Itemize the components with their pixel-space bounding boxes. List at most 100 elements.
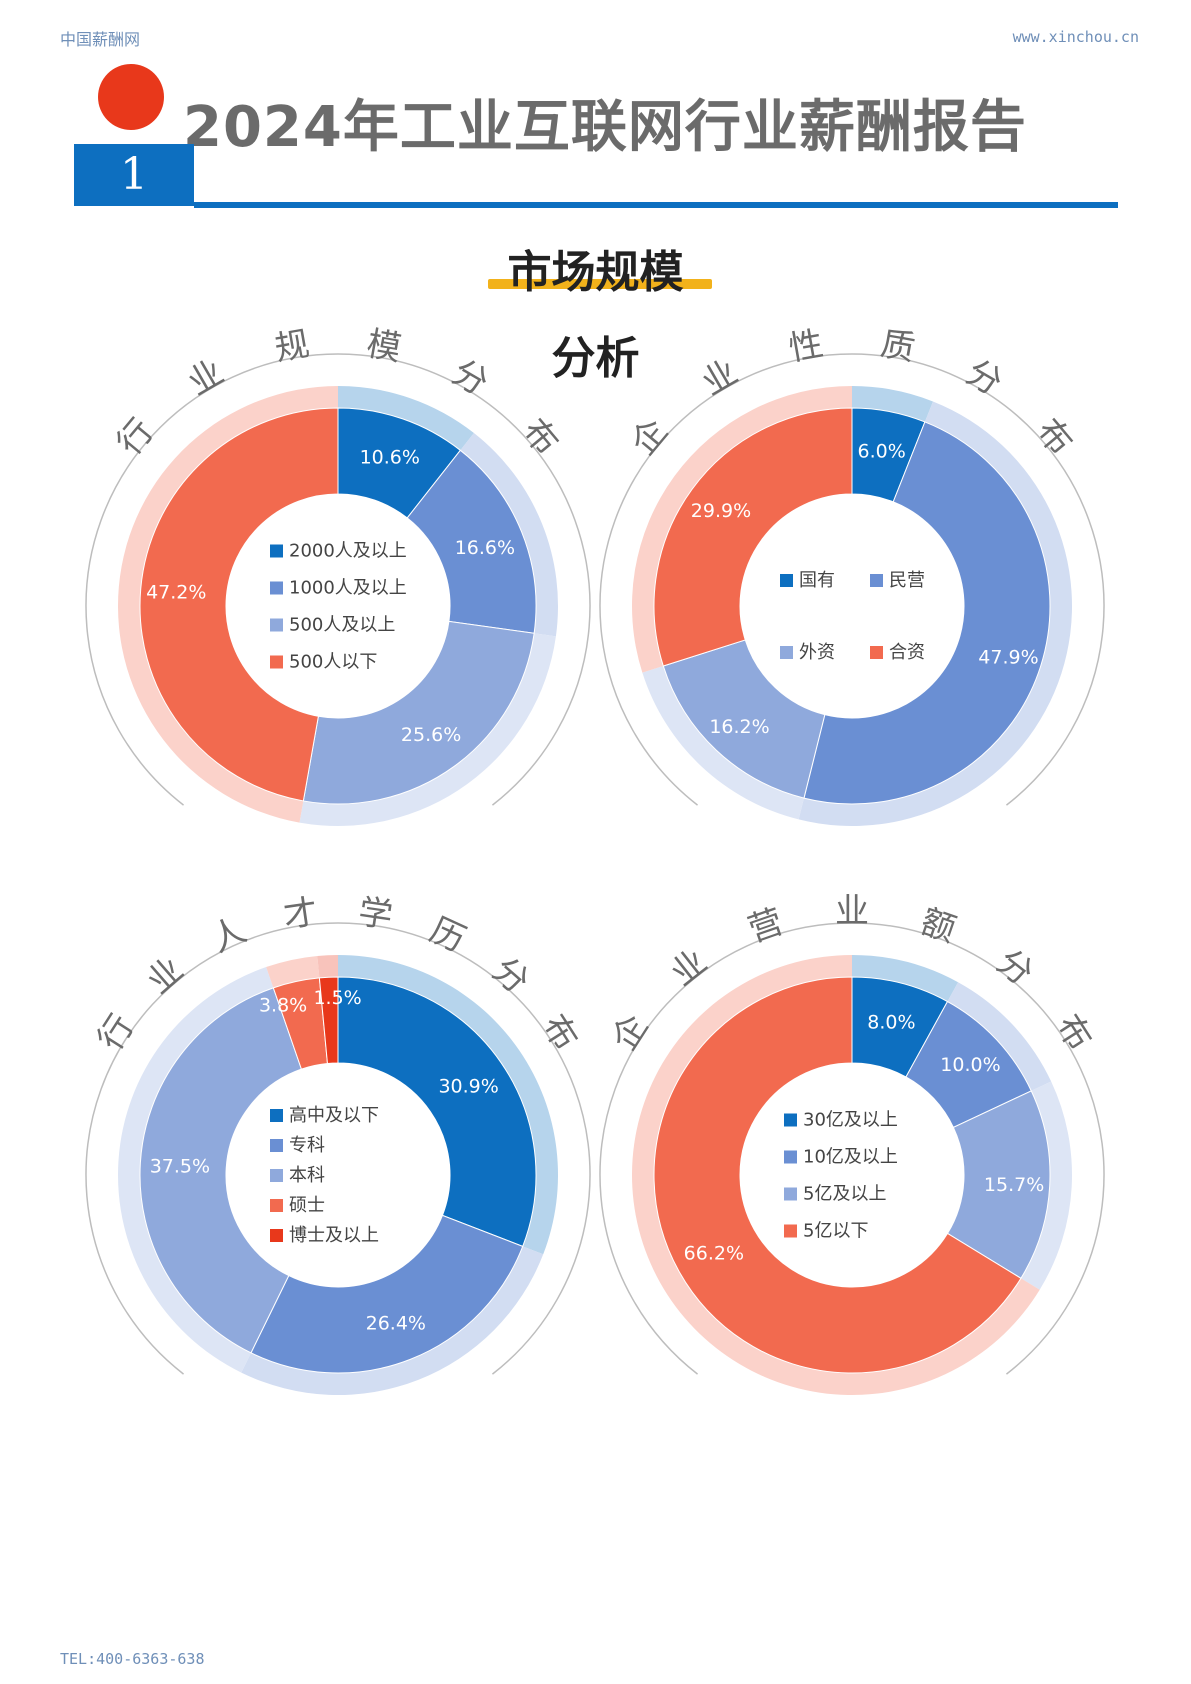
section-number-box [74,144,194,206]
chart-title-char: 业 [139,950,191,1002]
legend-swatch [270,1199,283,1212]
chart-title-char: 质 [878,324,918,369]
chart-title-char: 行 [90,1008,142,1058]
chart-title-char: 布 [1028,411,1080,463]
legend-swatch [784,1224,797,1238]
slice-label-4: 66.2% [684,1242,744,1264]
legend-swatch [270,618,283,632]
legend-item: 500人及以上 [289,615,395,636]
slice-label-4: 29.9% [691,500,751,522]
chart-title-char: 布 [514,411,566,463]
guide-arc [85,353,591,806]
chart-title-char: 才 [281,892,320,936]
legend-swatch [784,1187,797,1201]
legend-swatch [270,1169,283,1182]
page-title: 2024年工业互联网行业薪酬报告 [183,95,1027,160]
slice-label-2: 16.6% [455,537,515,559]
chart-title-char: 企 [624,411,676,463]
legend-swatch [270,1139,283,1152]
legend-item: 高中及以下 [289,1105,379,1126]
legend-swatch [780,574,793,587]
legend-item: 1000人及以上 [289,578,407,599]
slice-label-3: 37.5% [150,1155,210,1177]
slice-label-1: 8.0% [867,1012,915,1034]
legend-swatch [270,1229,283,1242]
legend-item: 2000人及以上 [289,541,407,562]
donut-charts: 10.6% 16.6% 25.6% 47.2% 2000人及以上 1000人及以上 500人… [85,324,1105,1396]
slice-label-2: 10.0% [940,1054,1000,1076]
footer-phone: TEL:400-6363-638 [60,1650,205,1668]
chart-title-char: 学 [356,892,395,936]
legend-item: 5亿以下 [803,1221,868,1242]
site-url[interactable]: www.xinchou.cn [1012,28,1139,46]
slice-label-1: 30.9% [438,1075,498,1097]
section-subtitle-line2: 分析 [551,333,640,384]
chart-title-char: 布 [534,1008,586,1058]
slice-label-2: 26.4% [366,1312,426,1334]
slice-label-1: 6.0% [858,440,906,462]
legend-swatch [784,1150,797,1164]
chart-title-char: 行 [110,411,162,463]
slice-ring-1 [338,955,559,1255]
legend-swatch [270,1109,283,1122]
header-rule [194,202,1118,208]
legend-item: 30亿及以上 [803,1110,898,1131]
donut-chart-scale: 10.6% 16.6% 25.6% 47.2% 2000人及以上 1000人及以上 500人… [85,324,591,826]
red-dot-icon [98,64,164,130]
slice-label-3: 25.6% [401,724,461,746]
guide-arc [599,922,1105,1375]
legend-swatch [270,544,283,558]
chart-title-char: 分 [485,950,537,1002]
slice-label-3: 15.7% [984,1174,1044,1196]
chart-title-char: 业 [663,942,714,994]
slice-ring-3 [117,967,280,1373]
legend: 2000人及以上 1000人及以上 500人及以上 500人以下 [270,541,407,673]
legend-swatch [270,581,283,595]
chart-title-char: 分 [959,352,1008,404]
slice-label-2: 47.9% [978,646,1038,668]
legend-swatch [270,655,283,669]
donut-hole [226,494,450,718]
legend-item: 国有 [799,570,835,591]
legend-item: 500人以下 [289,652,377,673]
chart-title-char: 规 [272,324,312,369]
chart-title-char: 业 [181,352,230,404]
chart-title-char: 额 [916,902,961,951]
slice-label-4: 3.8% [259,995,307,1017]
legend-item: 博士及以上 [289,1225,379,1246]
chart-title-char: 分 [445,352,494,404]
section-subtitle: 市场规模 [507,247,684,298]
chart-title-char: 企 [604,1008,656,1058]
legend-swatch [870,574,883,587]
guide-arc [85,922,591,1375]
chart-title-char: 布 [1048,1008,1100,1058]
legend: 30亿及以上 10亿及以上 5亿及以上 5亿以下 [784,1110,898,1242]
donut-hole [740,1063,964,1287]
legend-swatch [870,646,883,659]
subtitle-underline [488,279,712,289]
legend-item: 专科 [289,1135,325,1156]
legend-item: 10亿及以上 [803,1147,898,1168]
section-number: 1 [120,149,148,200]
chart-title-char: 性 [786,324,826,369]
slice-label-1: 10.6% [360,446,420,468]
legend-item: 硕士 [289,1195,325,1216]
legend-swatch [784,1113,797,1127]
guide-arc [599,353,1105,806]
chart-title-char: 分 [989,942,1040,994]
legend-swatch [780,646,793,659]
chart-title-char: 人 [205,910,253,961]
legend-item: 5亿及以上 [803,1184,886,1205]
site-name: 中国薪酬网 [60,30,141,49]
legend-item: 合资 [889,642,925,663]
legend-item: 外资 [799,642,835,663]
legend-item: 民营 [889,570,925,591]
slice-label-5: 1.5% [313,987,361,1009]
legend-item: 本科 [289,1165,325,1186]
slice-label-3: 16.2% [709,716,769,738]
donut-hole [226,1063,450,1287]
